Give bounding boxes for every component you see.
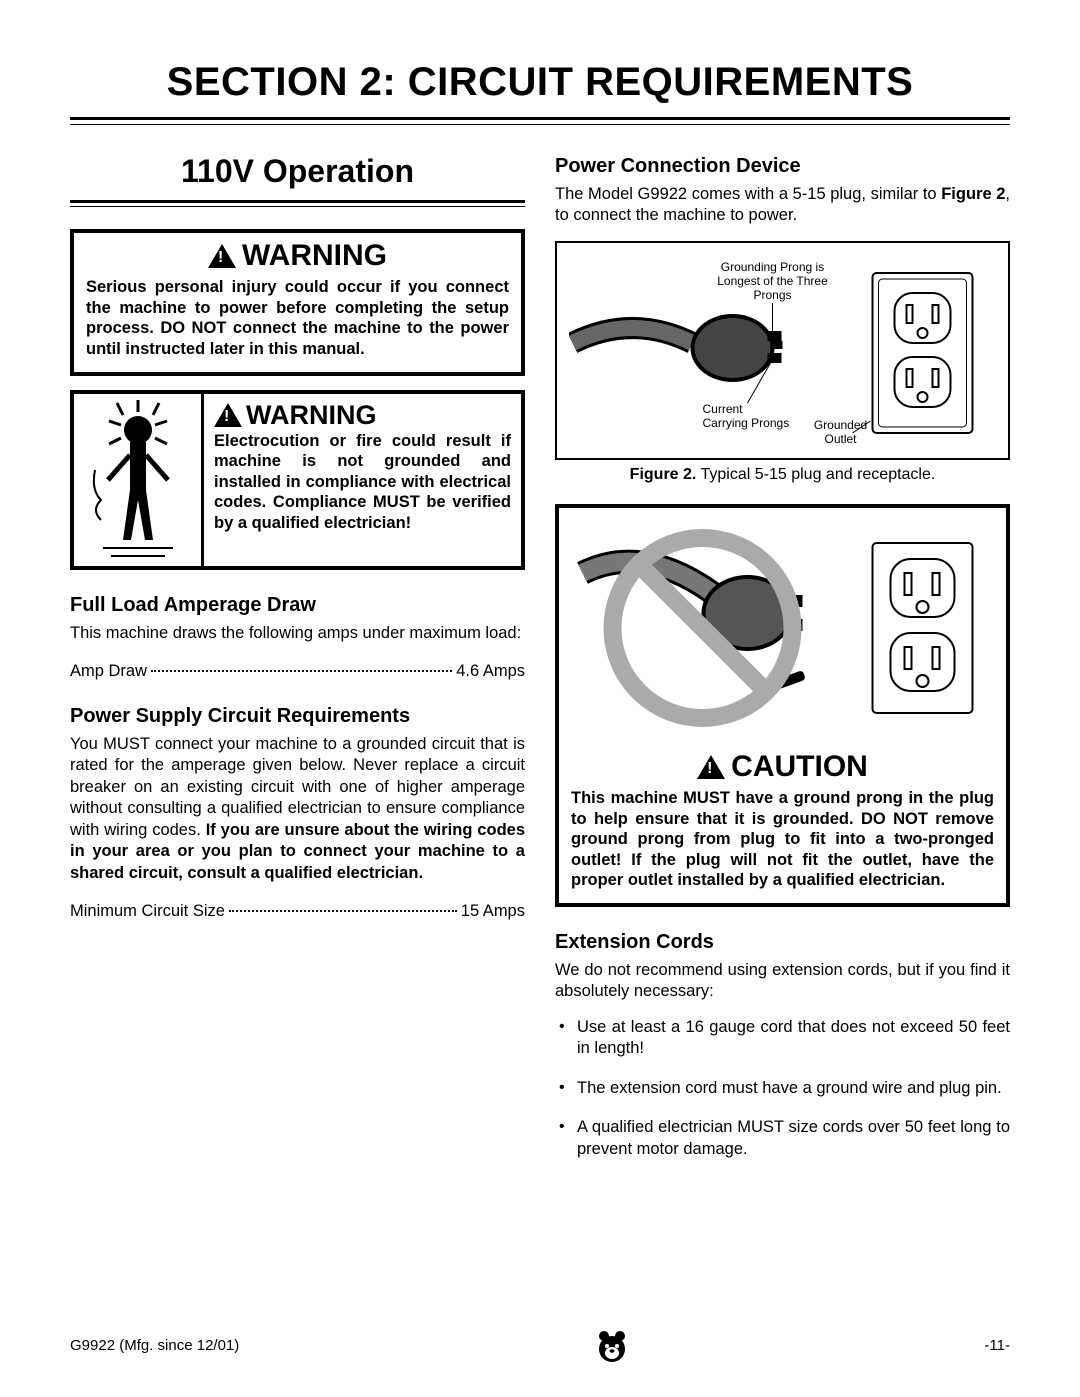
- svg-text:Prongs: Prongs: [753, 288, 791, 302]
- dot-leader: [151, 670, 452, 672]
- page-footer: G9922 (Mfg. since 12/01) -11-: [70, 1327, 1010, 1363]
- warning-box-1: WARNING Serious personal injury could oc…: [70, 229, 525, 376]
- figure-2-caption: Figure 2. Typical 5-15 plug and receptac…: [555, 466, 1010, 484]
- power-conn-text: The Model G9922 comes with a 5-15 plug, …: [555, 184, 1010, 227]
- electrocution-icon-cell: [74, 394, 204, 566]
- svg-text:Grounding Prong is: Grounding Prong is: [721, 260, 824, 274]
- warning-2-text-cell: WARNING Electrocution or fire could resu…: [204, 394, 521, 566]
- svg-text:Grounded: Grounded: [814, 418, 867, 432]
- title-rule-thin: [70, 124, 1010, 125]
- subheading-rule-thick: [70, 200, 525, 203]
- subheading-rule-thin: [70, 206, 525, 207]
- caution-diagram: [559, 508, 1006, 748]
- caution-header: CAUTION: [559, 750, 1006, 784]
- figure-2-caption-label: Figure 2.: [630, 466, 697, 483]
- footer-page-number: -11-: [984, 1337, 1010, 1354]
- caution-label: CAUTION: [731, 750, 868, 784]
- list-item: Use at least a 16 gauge cord that does n…: [555, 1017, 1010, 1060]
- caution-text: This machine MUST have a ground prong in…: [559, 784, 1006, 903]
- amp-draw-value: 4.6 Amps: [456, 662, 525, 681]
- electrocution-icon: [83, 400, 193, 560]
- circuit-size-value: 15 Amps: [461, 902, 525, 921]
- circuit-req-heading: Power Supply Circuit Requirements: [70, 705, 525, 728]
- warning-1-header: WARNING: [86, 239, 509, 273]
- extension-cords-list: Use at least a 16 gauge cord that does n…: [555, 1017, 1010, 1160]
- right-column: Power Connection Device The Model G9922 …: [555, 149, 1010, 1178]
- svg-text:Current: Current: [703, 402, 744, 416]
- svg-text:Longest of the Three: Longest of the Three: [717, 274, 828, 288]
- operation-heading: 110V Operation: [70, 153, 525, 190]
- amperage-text: This machine draws the following amps un…: [70, 623, 525, 644]
- figure-2-caption-text: Typical 5-15 plug and receptacle.: [696, 466, 935, 483]
- figure-2-box: Grounding Prong is Longest of the Three …: [555, 241, 1010, 460]
- circuit-size-label: Minimum Circuit Size: [70, 902, 225, 921]
- no-remove-prong-icon: [567, 513, 998, 743]
- power-conn-heading: Power Connection Device: [555, 155, 1010, 178]
- caution-box: CAUTION This machine MUST have a ground …: [555, 504, 1010, 907]
- power-conn-text-a: The Model G9922 comes with a 5-15 plug, …: [555, 185, 941, 203]
- warning-2-label: WARNING: [246, 400, 377, 431]
- warning-1-text: Serious personal injury could occur if y…: [86, 277, 509, 360]
- title-rule-thick: [70, 117, 1010, 120]
- svg-text:Carrying Prongs: Carrying Prongs: [703, 416, 790, 430]
- left-column: 110V Operation WARNING Serious personal …: [70, 149, 525, 1178]
- amp-draw-label: Amp Draw: [70, 662, 147, 681]
- list-item: The extension cord must have a ground wi…: [555, 1078, 1010, 1099]
- warning-2-header: WARNING: [214, 400, 511, 431]
- warning-icon: [208, 244, 236, 268]
- extension-cords-text: We do not recommend using extension cord…: [555, 960, 1010, 1003]
- section-title: SECTION 2: CIRCUIT REQUIREMENTS: [70, 60, 1010, 105]
- warning-1-label: WARNING: [242, 239, 387, 273]
- amp-draw-row: Amp Draw 4.6 Amps: [70, 662, 525, 681]
- extension-cords-heading: Extension Cords: [555, 931, 1010, 954]
- warning-icon: [214, 403, 242, 427]
- svg-text:Outlet: Outlet: [824, 432, 857, 443]
- footer-model: G9922 (Mfg. since 12/01): [70, 1337, 239, 1354]
- list-item: A qualified electrician MUST size cords …: [555, 1117, 1010, 1160]
- warning-2-text: Electrocution or fire could result if ma…: [214, 431, 511, 534]
- circuit-req-text: You MUST connect your machine to a groun…: [70, 734, 525, 884]
- amperage-heading: Full Load Amperage Draw: [70, 594, 525, 617]
- warning-box-2: WARNING Electrocution or fire could resu…: [70, 390, 525, 570]
- power-conn-text-b: Figure 2: [941, 185, 1005, 203]
- two-column-layout: 110V Operation WARNING Serious personal …: [70, 149, 1010, 1178]
- plug-receptacle-diagram: Grounding Prong is Longest of the Three …: [569, 253, 996, 443]
- circuit-size-row: Minimum Circuit Size 15 Amps: [70, 902, 525, 921]
- bear-logo-icon: [594, 1327, 630, 1363]
- dot-leader: [229, 910, 457, 912]
- caution-icon: [697, 755, 725, 779]
